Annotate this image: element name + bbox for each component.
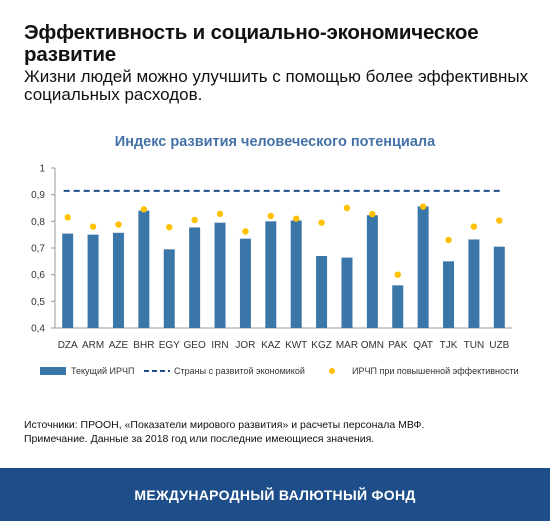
chart-container: Индекс развития человеческого потенциала… (0, 125, 550, 395)
bar (214, 222, 226, 328)
legend-dot-swatch (329, 368, 335, 374)
bar (265, 221, 277, 328)
x-tick-label: DZA (58, 340, 78, 351)
efficiency-dot (64, 214, 71, 221)
bar (341, 257, 353, 328)
x-tick-label: ARM (82, 340, 104, 351)
y-tick-label: 0,8 (31, 217, 45, 228)
bar (112, 232, 124, 328)
bar (163, 249, 175, 328)
x-tick-label: OMN (361, 340, 384, 351)
x-tick-label: BHR (133, 340, 154, 351)
y-tick-label: 0,5 (31, 297, 45, 308)
efficiency-dot (343, 204, 351, 212)
footer-banner: МЕЖДУНАРОДНЫЙ ВАЛЮТНЫЙ ФОНД (0, 468, 550, 521)
sources-text: Источники: ПРООН, «Показатели мирового р… (24, 419, 425, 431)
y-tick-label: 0,9 (31, 190, 45, 201)
bar (239, 238, 251, 328)
bar (87, 234, 99, 328)
legend-line-label: Страны с развитой экономикой (174, 366, 305, 376)
bar (417, 206, 429, 328)
chart-title: Индекс развития человеческого потенциала (114, 134, 436, 150)
legend-bar-swatch (40, 367, 66, 375)
x-tick-label: QAT (413, 340, 433, 351)
efficiency-dot (292, 215, 300, 222)
x-tick-label: JOR (235, 340, 255, 351)
x-tick-label: KAZ (261, 340, 280, 351)
bar (366, 215, 378, 328)
x-tick-label: KGZ (311, 340, 332, 351)
y-tick-label: 1 (39, 164, 45, 175)
bar (392, 285, 404, 328)
efficiency-dot (216, 210, 224, 218)
efficiency-dot (445, 236, 452, 244)
legend-bar-label: Текущий ИРЧП (71, 366, 134, 376)
x-tick-label: EGY (159, 340, 180, 351)
bar (316, 256, 328, 328)
efficiency-dot (496, 217, 503, 224)
bar (468, 239, 480, 328)
notes: Источники: ПРООН, «Показатели мирового р… (24, 418, 534, 446)
x-tick-label: IRN (211, 340, 228, 351)
efficiency-dot (242, 228, 249, 235)
efficiency-dot (419, 203, 427, 210)
efficiency-dot (267, 212, 275, 220)
x-tick-label: TUN (464, 340, 485, 351)
y-tick-label: 0,4 (31, 324, 45, 335)
bar (62, 233, 74, 328)
x-tick-label: AZE (109, 340, 129, 351)
page-subtitle: Жизни людей можно улучшить с помощью бол… (24, 67, 529, 104)
note-text: Примечание. Данные за 2018 год или после… (24, 433, 375, 445)
efficiency-dot (115, 221, 122, 228)
efficiency-dot (369, 210, 376, 218)
page-title: Эффективность и социально-экономическое … (24, 21, 479, 66)
x-tick-label: PAK (388, 340, 408, 351)
x-tick-label: TJK (440, 340, 458, 351)
bar (493, 246, 505, 328)
efficiency-dot (140, 206, 148, 213)
legend-dot-label: ИРЧП при повышенной эффективности (352, 366, 519, 376)
efficiency-dot (394, 271, 401, 278)
x-tick-label: GEO (184, 340, 206, 351)
efficiency-dot (191, 216, 198, 224)
efficiency-dot (89, 223, 97, 230)
x-tick-label: KWT (285, 340, 307, 351)
header: Эффективность и социально-экономическое … (24, 22, 534, 104)
x-tick-label: UZB (489, 340, 509, 351)
bar (189, 227, 201, 328)
bar (443, 261, 455, 328)
footer-text: МЕЖДУНАРОДНЫЙ ВАЛЮТНЫЙ ФОНД (134, 486, 416, 503)
efficiency-dot (318, 219, 325, 226)
efficiency-dot (470, 223, 478, 230)
y-tick-label: 0,6 (31, 270, 45, 281)
bar (290, 220, 302, 328)
x-tick-label: MAR (336, 340, 358, 351)
hdi-chart: 1 0,9 0,8 0,7 0,6 0,5 0,4 DZA ARM AZE BHR EGY GEO IRN… (31, 164, 519, 377)
efficiency-dot (166, 224, 173, 231)
bar (138, 210, 150, 328)
y-tick-label: 0,7 (31, 244, 45, 255)
